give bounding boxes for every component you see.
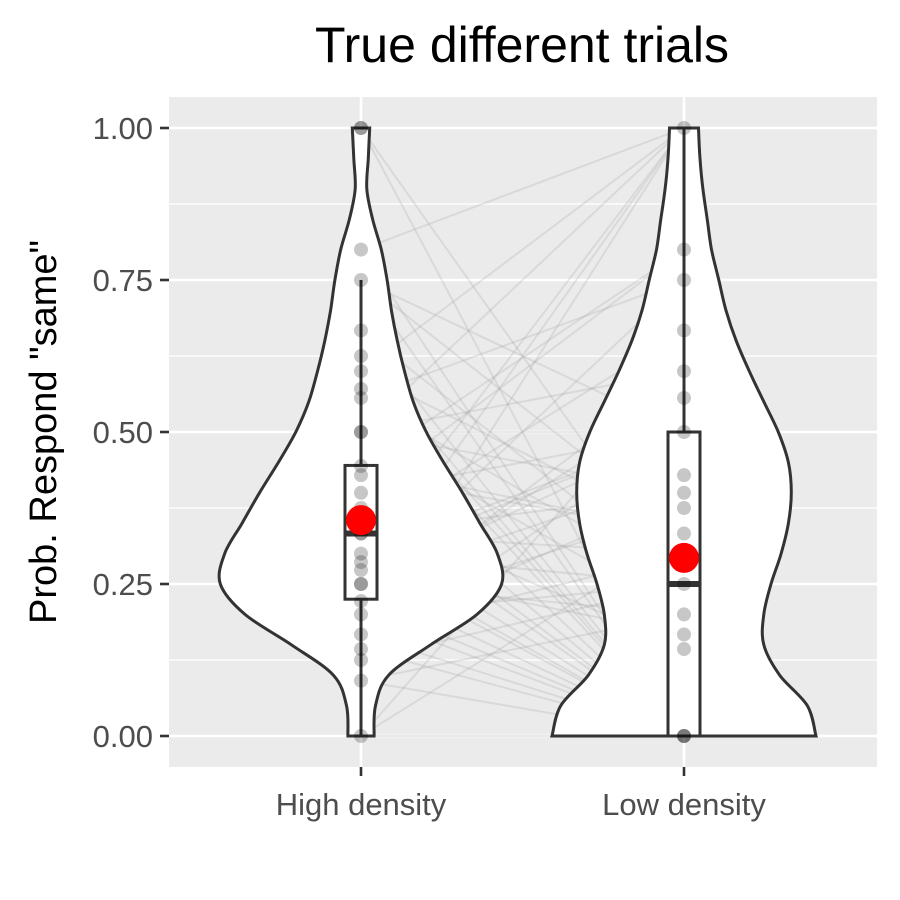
subject-point	[354, 594, 368, 609]
subject-point	[354, 425, 368, 439]
subject-point	[354, 459, 368, 474]
y-tick-label: 0.00	[93, 719, 153, 754]
subject-point	[354, 546, 368, 561]
subject-point	[677, 323, 691, 338]
subject-point	[677, 729, 691, 743]
subject-point	[677, 485, 691, 500]
subject-point	[354, 485, 368, 500]
subject-point	[354, 242, 368, 257]
subject-point	[677, 425, 691, 439]
subject-point	[677, 642, 691, 657]
axes: 0.00 0.25 0.50 0.75 1.00 High density Low dens…	[93, 111, 767, 822]
subject-point	[354, 273, 368, 287]
subject-point	[677, 390, 691, 405]
subject-point	[354, 364, 368, 379]
subject-point	[677, 364, 691, 379]
subject-point	[677, 468, 691, 483]
subject-point	[354, 390, 368, 405]
subject-point	[677, 577, 691, 591]
subject-point	[677, 729, 691, 743]
subject-point	[677, 526, 691, 541]
subject-point	[677, 729, 691, 743]
subject-point	[354, 577, 368, 591]
subject-point	[354, 563, 368, 578]
y-tick-label: 0.50	[93, 415, 153, 450]
y-tick-label: 0.25	[93, 567, 153, 602]
mean-point-low-density	[669, 542, 699, 573]
subject-line	[360, 127, 685, 433]
subject-point	[354, 121, 368, 135]
subject-point	[354, 607, 368, 622]
x-tick-label: Low density	[602, 787, 766, 822]
subject-line	[360, 279, 685, 399]
subject-point	[354, 323, 368, 338]
subject-point	[677, 607, 691, 622]
subject-point	[354, 381, 368, 396]
subject-point	[677, 627, 691, 642]
subject-point	[677, 501, 691, 515]
subject-line	[360, 127, 685, 251]
subject-point	[354, 349, 368, 363]
subject-point	[354, 577, 368, 591]
subject-point	[677, 242, 691, 257]
subject-point	[354, 653, 368, 667]
subject-point	[354, 425, 368, 439]
y-axis-label: Prob. Respond "same"	[23, 240, 65, 624]
subject-point	[677, 273, 691, 287]
subject-point	[354, 729, 368, 743]
subject-point	[354, 555, 368, 570]
subject-point	[354, 673, 368, 688]
chart-title: True different trials	[315, 17, 729, 73]
mean-point-high-density	[346, 505, 376, 536]
subject-point	[354, 627, 368, 642]
y-tick-label: 0.75	[93, 263, 153, 298]
mean-points	[346, 505, 699, 573]
subject-line	[360, 127, 685, 372]
box-plots	[343, 128, 702, 738]
y-tick-label: 1.00	[93, 111, 153, 146]
subject-point	[354, 121, 368, 135]
subject-point	[677, 121, 691, 135]
x-tick-label: High density	[276, 787, 447, 822]
subject-point	[354, 468, 368, 483]
subject-point	[354, 642, 368, 657]
